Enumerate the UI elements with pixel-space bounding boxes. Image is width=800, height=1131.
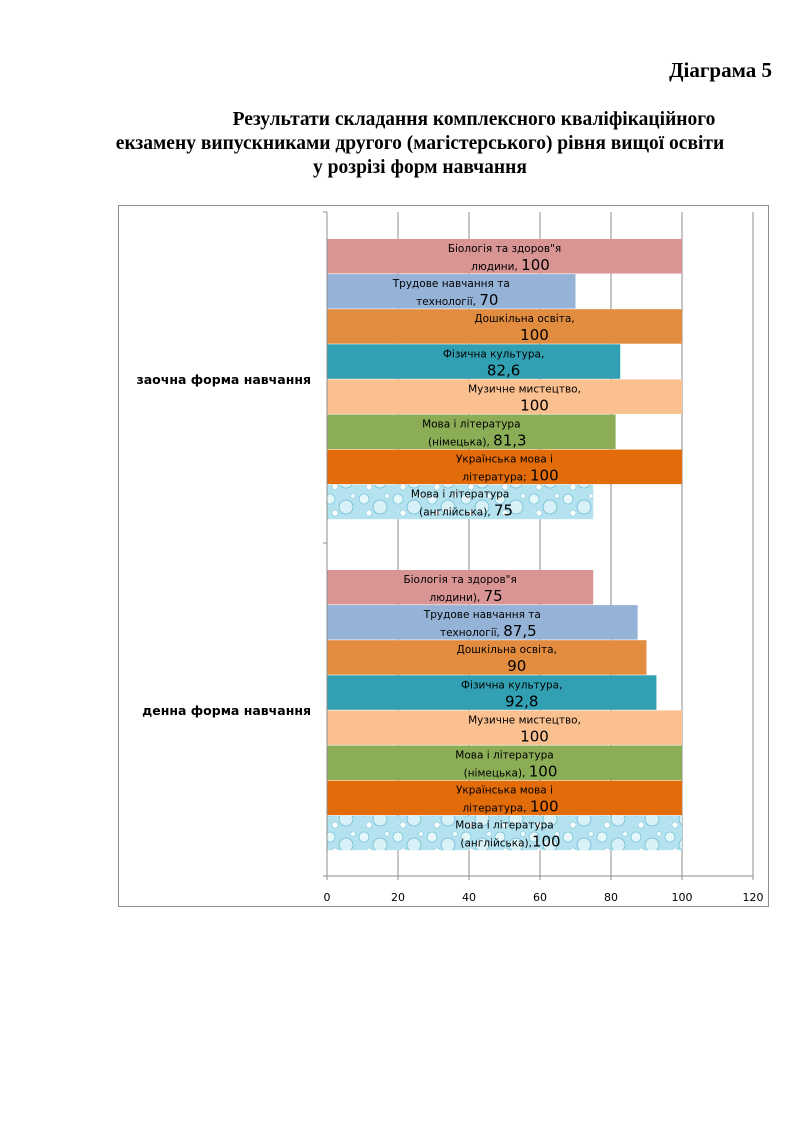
data-label-name: Українська мова і	[456, 785, 553, 797]
bar	[327, 344, 621, 379]
data-label-value: 82,6	[487, 361, 520, 379]
x-tick-label: 60	[533, 891, 547, 904]
data-label-name: Музичне мистецтво,	[468, 714, 581, 726]
bar	[327, 449, 682, 485]
data-label-value: технології, 87,5	[440, 622, 537, 640]
data-label-value: технології, 70	[416, 291, 498, 309]
data-label-name: Мова і література	[422, 419, 520, 431]
x-tick-label: 0	[324, 891, 331, 904]
bar	[327, 605, 638, 640]
data-label-value: література, 100	[462, 798, 558, 816]
data-label-name: Біологія та здоров"я	[403, 574, 516, 586]
data-label-name: Біологія та здоров"я	[448, 243, 561, 255]
data-label-value: (німецька), 81,3	[428, 432, 527, 450]
data-label-value: 90	[507, 657, 526, 675]
bar	[327, 309, 682, 344]
data-label-value: 100	[520, 727, 549, 745]
bar	[327, 274, 576, 309]
group-label: денна форма навчання	[142, 703, 311, 718]
bar	[327, 640, 647, 675]
bar	[327, 484, 594, 520]
data-label-value: (англійська),100	[460, 833, 560, 851]
bar-chart: заочна форма навчання Біологія та здоров"…	[136, 211, 764, 904]
data-label-name: Мова і література	[455, 750, 553, 762]
bar	[327, 239, 682, 274]
bar	[327, 414, 616, 449]
data-label-value: людини), 75	[430, 587, 503, 605]
title-line-2: екзамену випускниками другого (магістерс…	[115, 133, 725, 154]
data-label-value: література; 100	[462, 467, 558, 485]
data-label-value: людини, 100	[471, 256, 550, 274]
bar	[327, 379, 682, 414]
data-label-name: Українська мова і	[456, 454, 553, 466]
bar	[327, 710, 682, 745]
chart-frame: заочна форма навчання Біологія та здоров"…	[118, 205, 769, 907]
data-label-name: Фізична культура,	[461, 679, 562, 691]
x-tick-label: 120	[743, 891, 764, 904]
data-label-name: Трудове навчання та	[392, 278, 510, 290]
data-label-value: 92,8	[505, 692, 538, 710]
data-label-value: (англійська), 75	[419, 502, 513, 520]
x-tick-label: 80	[604, 891, 618, 904]
x-tick-label: 40	[462, 891, 476, 904]
data-label-name: Фізична культура,	[443, 348, 544, 360]
bar	[327, 675, 657, 710]
data-label-value: (німецька), 100	[464, 763, 558, 781]
data-label-name: Мова і література	[411, 489, 509, 501]
bar	[327, 745, 682, 780]
data-label-name: Трудове навчання та	[423, 609, 541, 621]
data-label-value: 100	[520, 326, 549, 344]
bar	[327, 815, 682, 851]
x-tick-label: 20	[391, 891, 405, 904]
data-label-name: Музичне мистецтво,	[468, 383, 581, 395]
group-label: заочна форма навчання	[136, 372, 311, 387]
data-label-name: Дошкільна освіта,	[457, 644, 557, 656]
data-label-name: Мова і література	[455, 820, 553, 832]
data-label-value: 100	[520, 396, 549, 414]
x-tick-label: 100	[672, 891, 693, 904]
chart-title: Результати складання комплексного кваліф…	[70, 108, 770, 180]
data-label-name: Дошкільна освіта,	[474, 313, 574, 325]
title-line-3: у розрізі форм навчання	[313, 157, 527, 178]
bar	[327, 780, 682, 816]
diagram-label: Діаграма 5	[669, 58, 772, 82]
title-line-1: Результати складання комплексного кваліф…	[232, 109, 716, 130]
bar	[327, 570, 594, 605]
